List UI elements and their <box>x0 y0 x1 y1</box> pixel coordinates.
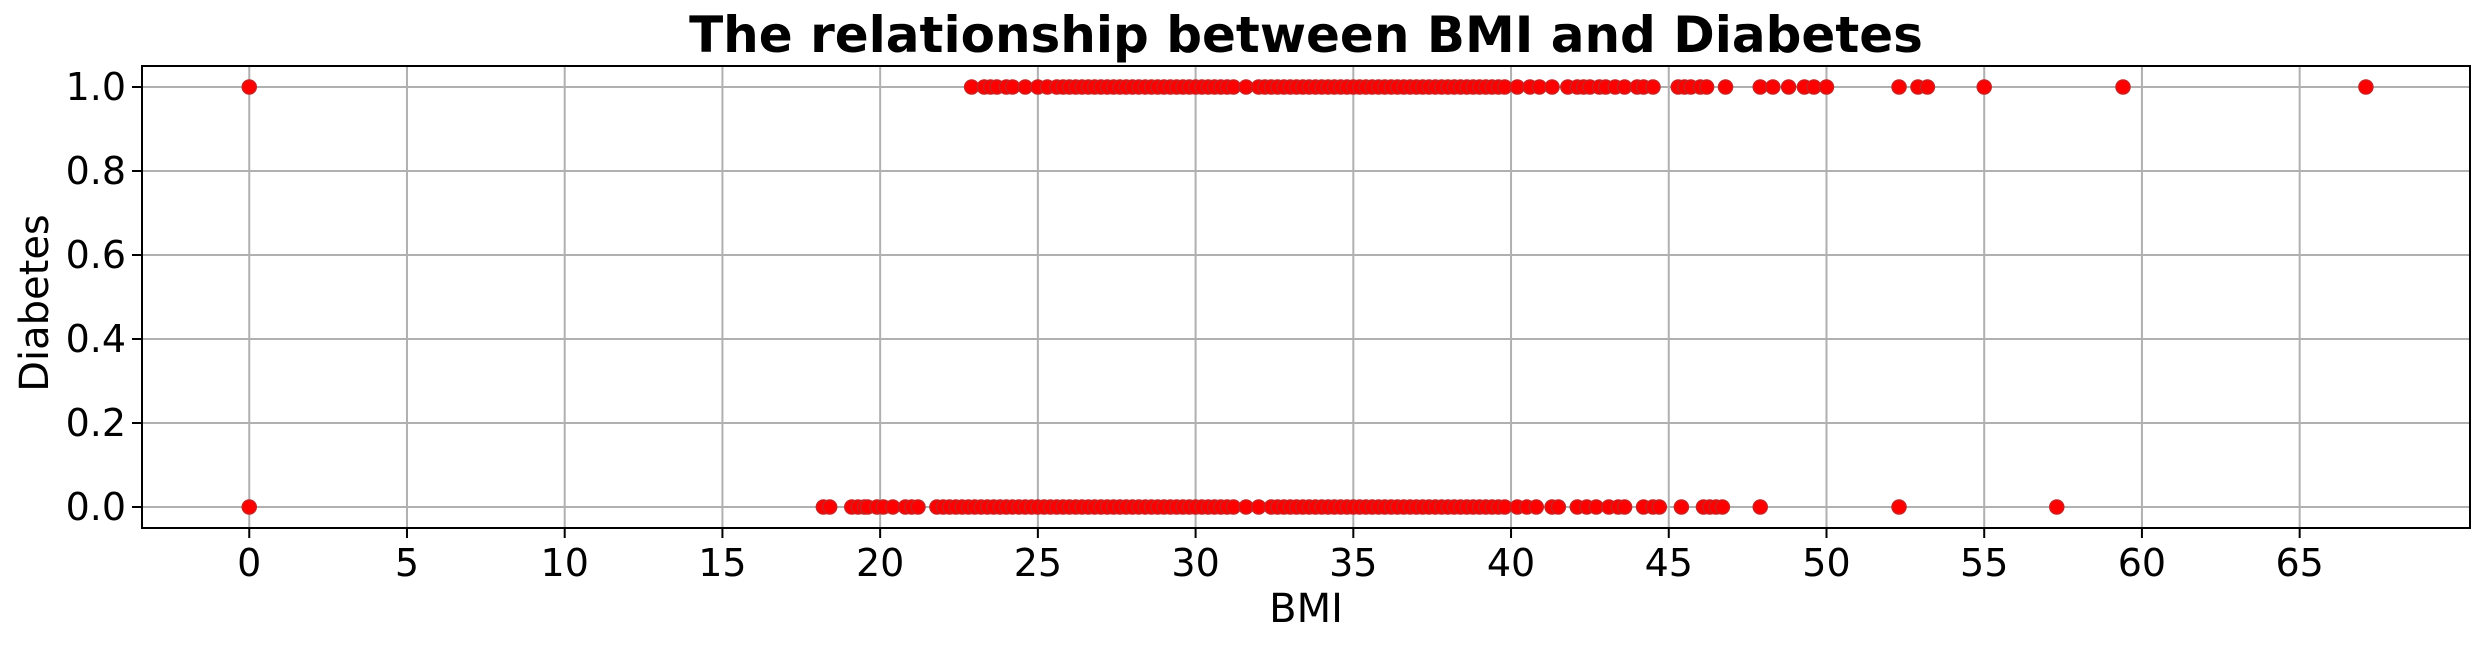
data-point <box>1752 499 1768 515</box>
x-tick-label: 5 <box>395 541 419 585</box>
y-tick-label: 0.4 <box>66 317 126 361</box>
y-tick-label: 1.0 <box>66 65 126 109</box>
data-point <box>1765 79 1781 95</box>
data-point <box>1645 79 1661 95</box>
data-point <box>1550 499 1567 515</box>
x-tick-label: 60 <box>2118 541 2166 585</box>
y-tick-label: 0.8 <box>66 149 126 193</box>
data-point <box>1976 79 1992 95</box>
data-point <box>1698 79 1715 95</box>
x-tick-label: 20 <box>856 541 904 585</box>
data-point <box>1528 499 1545 515</box>
data-point <box>2049 499 2065 515</box>
grid-lines <box>142 66 2470 528</box>
data-point <box>241 499 258 515</box>
x-tick-label: 15 <box>698 541 746 585</box>
data-point <box>1544 79 1560 95</box>
data-point <box>1891 79 1907 95</box>
data-point <box>821 499 838 515</box>
data-points <box>241 79 2374 515</box>
y-axis-label: Diabetes <box>12 214 58 392</box>
x-tick-label: 35 <box>1329 541 1377 585</box>
data-point <box>1673 499 1690 515</box>
data-point <box>2358 79 2374 95</box>
data-point <box>1780 79 1797 95</box>
x-tick-label: 10 <box>541 541 589 585</box>
data-point <box>1717 79 1734 95</box>
data-point <box>1714 499 1731 515</box>
x-axis-label: BMI <box>1269 586 1343 632</box>
y-tick-label: 0.0 <box>66 485 126 529</box>
x-tick-label: 40 <box>1487 541 1535 585</box>
x-tick-label: 50 <box>1802 541 1850 585</box>
data-point <box>910 499 926 515</box>
data-point <box>1891 499 1907 515</box>
x-tick-label: 45 <box>1645 541 1693 585</box>
chart-title: The relationship between BMI and Diabete… <box>689 6 1923 64</box>
x-tick-label: 25 <box>1014 541 1062 585</box>
data-point <box>241 79 258 95</box>
y-tick-label: 0.2 <box>66 401 126 445</box>
x-tick-label: 65 <box>2275 541 2323 585</box>
data-point <box>1651 499 1668 515</box>
y-axis-ticks: 0.0 0.2 0.4 0.6 0.8 1.0 <box>66 65 142 529</box>
data-point <box>1818 79 1835 95</box>
data-point <box>1919 79 1936 95</box>
data-point <box>1616 499 1633 515</box>
x-tick-label: 55 <box>1960 541 2008 585</box>
x-axis-ticks: 0 5 10 15 20 25 30 35 40 45 50 55 60 65 <box>237 528 2324 585</box>
plot-frame <box>141 65 2471 529</box>
x-tick-label: 30 <box>1171 541 1219 585</box>
x-tick-label: 0 <box>237 541 261 585</box>
data-point <box>2115 79 2131 95</box>
y-tick-label: 0.6 <box>66 233 126 277</box>
